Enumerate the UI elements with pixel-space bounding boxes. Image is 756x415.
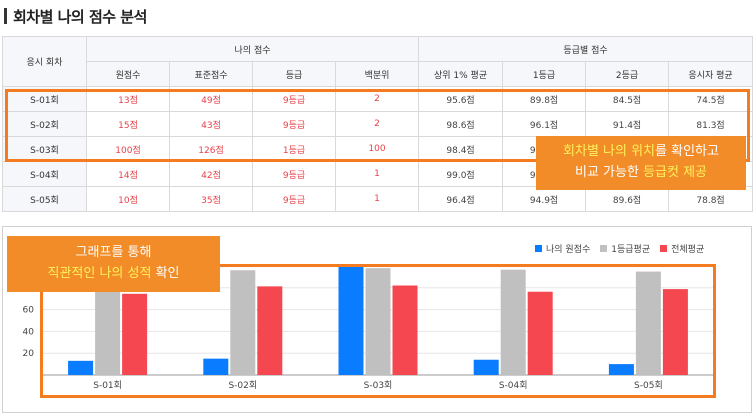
y-tick-label: 40	[23, 327, 35, 337]
cell-standard: 43점	[169, 111, 253, 137]
legend-label-grade1: 1등급평균	[611, 245, 651, 255]
subheader-standard: 표준점수	[169, 61, 253, 87]
bar-total-avg	[122, 293, 148, 375]
legend-item-my-score: 나의 원점수	[535, 242, 590, 255]
y-tick-label: 60	[23, 306, 35, 316]
cell-round: S-04회	[2, 161, 87, 187]
table-row: S-02회 15점 43점 9등급 2 98.6점 96.1점 91.4점 81.3점	[2, 111, 754, 137]
subheader-average: 응시자 평균	[668, 61, 754, 87]
bar-total-avg	[662, 289, 688, 375]
x-tick-label: S-05회	[634, 380, 663, 391]
callout-table-line1: 회차별 나의 위치를 확인하고	[536, 141, 746, 162]
cell-percentile: 1	[334, 161, 420, 187]
y-tick-label: 20	[23, 349, 35, 359]
callout-chart-note: 그래프를 통해 직관적인 나의 성적 확인	[7, 236, 220, 292]
cell-grade: 1등급	[252, 136, 336, 162]
bar-my-score	[608, 364, 634, 375]
cell-round: S-02회	[2, 111, 87, 137]
page-title-bar: 회차별 나의 점수 분석	[4, 6, 147, 26]
callout-table-text1: 를 확인하고	[655, 144, 719, 159]
callout-table-highlight1: 회차별 나의 위치	[563, 144, 656, 159]
bar-total-avg	[527, 291, 553, 375]
bar-my-score	[203, 358, 229, 375]
subheader-top1: 상위 1% 평균	[418, 61, 504, 87]
cell-top1: 99.0점	[418, 161, 504, 187]
callout-chart-line1: 그래프를 통해	[75, 245, 152, 260]
cell-grade: 9등급	[252, 111, 336, 137]
bar-my-score	[473, 359, 499, 375]
cell-raw: 10점	[86, 186, 170, 212]
subheader-percentile: 백분위	[334, 61, 420, 87]
legend-item-grade1: 1등급평균	[600, 242, 650, 255]
cell-average: 81.3점	[668, 111, 754, 137]
bar-total-avg	[392, 285, 418, 375]
cell-grade2: 89.6점	[585, 186, 670, 212]
legend-swatch-my-score	[535, 245, 542, 252]
table-row: S-05회 10점 35점 9등급 1 96.4점 94.9점 89.6점 78.8점	[2, 186, 754, 212]
header-grade-score: 등급별 점수	[418, 36, 754, 62]
subheader-grade1: 1등급	[502, 61, 587, 87]
x-tick-label: S-04회	[499, 380, 528, 391]
callout-table-highlight2: 등급컷 제공	[643, 165, 707, 180]
bar-grade1-avg	[635, 271, 661, 375]
legend-swatch-grade1	[600, 245, 608, 252]
x-tick-label: S-02회	[228, 380, 257, 391]
callout-chart-text2: 확인	[151, 266, 180, 281]
chart-legend: 나의 원점수 1등급평균 전체평균	[535, 242, 704, 255]
x-tick-label: S-01회	[93, 380, 122, 391]
page-title: 회차별 나의 점수 분석	[13, 7, 147, 26]
callout-table-line2: 비교 가능한 등급컷 제공	[536, 162, 746, 183]
legend-label-total: 전체평균	[671, 245, 705, 255]
cell-grade: 9등급	[252, 186, 336, 212]
cell-percentile: 1	[334, 186, 420, 212]
x-tick-label: S-03회	[364, 380, 393, 391]
legend-label-my-score: 나의 원점수	[546, 245, 591, 255]
bar-grade1-avg	[230, 270, 256, 375]
cell-raw: 14점	[86, 161, 170, 187]
cell-raw: 15점	[86, 111, 170, 137]
header-round: 응시 회차	[2, 36, 87, 87]
cell-round: S-05회	[2, 186, 87, 212]
bar-my-score	[68, 360, 94, 375]
bar-total-avg	[257, 286, 283, 375]
bar-grade1-avg	[500, 269, 526, 375]
cell-standard: 35점	[169, 186, 253, 212]
bar-my-score	[338, 266, 364, 375]
callout-table-note: 회차별 나의 위치를 확인하고 비교 가능한 등급컷 제공	[536, 136, 746, 190]
callout-chart-line2: 직관적인 나의 성적 확인	[7, 263, 220, 284]
bar-grade1-avg	[365, 268, 391, 375]
bar-grade1-avg	[95, 277, 121, 375]
cell-top1: 98.4점	[418, 136, 504, 162]
cell-grade2: 91.4점	[585, 111, 670, 137]
subheader-grade: 등급	[252, 61, 336, 87]
legend-swatch-total	[660, 245, 668, 252]
callout-table-text2: 비교 가능한	[574, 165, 644, 180]
callout-chart-highlight: 직관적인 나의 성적	[47, 266, 152, 281]
cell-raw: 100점	[86, 136, 170, 162]
legend-item-total: 전체평균	[660, 242, 704, 255]
title-marker	[4, 8, 7, 24]
